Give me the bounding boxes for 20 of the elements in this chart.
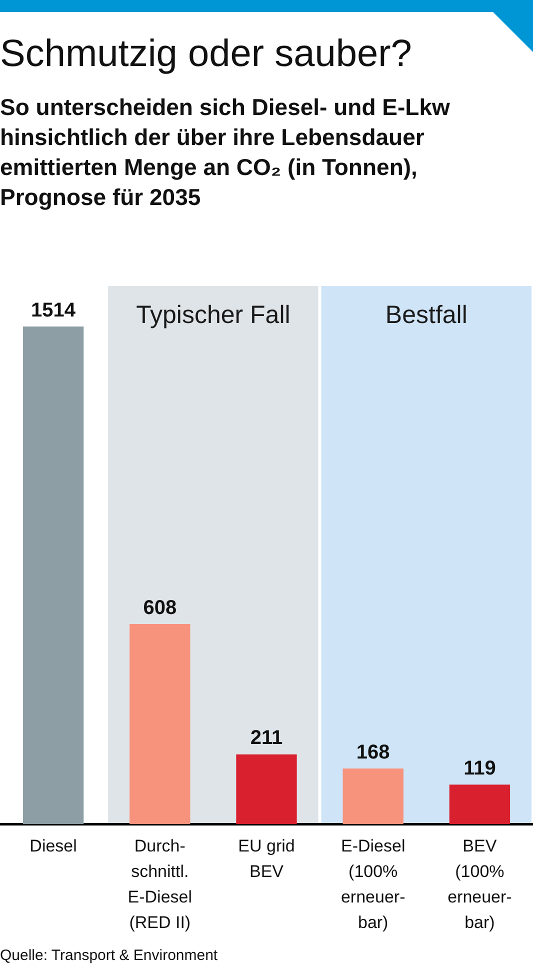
data-label: 211 — [250, 727, 283, 750]
bar — [236, 754, 297, 824]
x-tick-label: E-Diesel (100% erneuer- bar) — [340, 836, 406, 932]
band-label: Typischer Fall — [136, 300, 290, 329]
bar — [449, 784, 510, 824]
data-label: 608 — [143, 596, 177, 619]
bar — [130, 624, 190, 824]
x-tick-label: Diesel — [30, 836, 77, 856]
x-tick-label: Durch- schnittl. E-Diesel (RED II) — [128, 836, 192, 932]
data-label: 119 — [464, 757, 496, 780]
x-tick-label: BEV (100% erneuer- bar) — [448, 836, 512, 932]
x-tick-label: EU grid BEV — [238, 836, 295, 881]
data-label: 1514 — [31, 299, 76, 322]
source-note: Quelle: Transport & Environment — [0, 946, 218, 966]
data-label: 168 — [356, 741, 390, 764]
bar — [22, 326, 84, 824]
bar — [342, 768, 404, 824]
chart-subtitle: So unterscheiden sich Diesel- und E-Lkw hinsichtlich der über ihre Lebensdauer emittierten Menge an CO₂ (in Tonnen), Prognose für 2035 — [0, 93, 451, 212]
band-label: Bestfall — [385, 300, 468, 329]
chart-title: Schmutzig oder sauber? — [0, 33, 412, 75]
